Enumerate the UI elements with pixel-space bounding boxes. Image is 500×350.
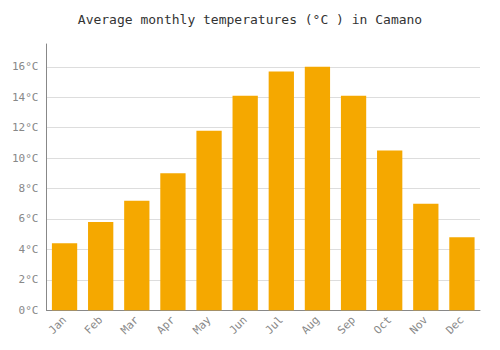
svg-text:8°C: 8°C: [19, 182, 39, 195]
svg-text:Sep: Sep: [335, 314, 358, 337]
svg-text:16°C: 16°C: [12, 60, 39, 73]
svg-text:Jun: Jun: [227, 314, 250, 337]
svg-text:Dec: Dec: [443, 314, 466, 337]
svg-text:Average monthly temperatures (: Average monthly temperatures (°C ) in Ca…: [78, 12, 422, 27]
svg-text:Apr: Apr: [154, 313, 177, 336]
svg-text:2°C: 2°C: [19, 273, 39, 286]
svg-text:14°C: 14°C: [12, 91, 39, 104]
svg-text:Oct: Oct: [371, 314, 394, 337]
svg-text:Feb: Feb: [82, 314, 105, 337]
svg-text:0°C: 0°C: [19, 304, 39, 317]
svg-text:Jul: Jul: [263, 314, 286, 337]
svg-text:May: May: [190, 313, 213, 336]
svg-text:12°C: 12°C: [12, 121, 39, 134]
svg-text:6°C: 6°C: [19, 212, 39, 225]
svg-text:Jan: Jan: [46, 314, 69, 337]
svg-text:Nov: Nov: [407, 313, 430, 336]
svg-text:Aug: Aug: [299, 314, 322, 337]
svg-text:4°C: 4°C: [19, 243, 39, 256]
svg-text:Mar: Mar: [118, 313, 141, 336]
svg-text:10°C: 10°C: [12, 152, 39, 165]
